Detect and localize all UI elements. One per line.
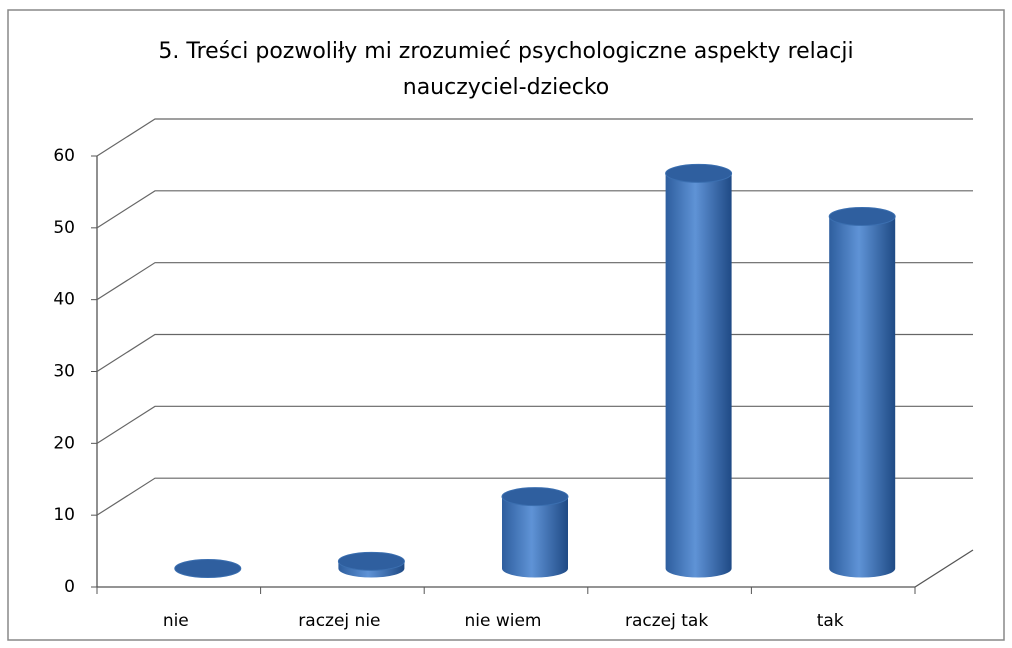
bar-top xyxy=(501,487,569,507)
y-tick-label: 30 xyxy=(53,362,75,382)
x-tick-label: raczej nie xyxy=(298,611,380,631)
y-tick-label: 20 xyxy=(53,433,75,453)
y-tick-label: 60 xyxy=(53,146,75,166)
chart-title: 5. Treści pozwoliły mi zrozumieć psychol… xyxy=(158,39,854,100)
bar-top xyxy=(665,163,733,183)
x-tick-label: nie xyxy=(163,611,189,631)
grid-line xyxy=(96,118,973,157)
frame xyxy=(7,9,1005,641)
y-tick-label: 10 xyxy=(53,505,75,525)
y-tick-label: 40 xyxy=(53,290,75,310)
bar-top xyxy=(828,207,896,227)
x-tick-label: raczej tak xyxy=(625,611,708,631)
y-tick-label: 50 xyxy=(53,218,75,238)
bar xyxy=(338,561,405,578)
bar xyxy=(502,496,568,578)
bar xyxy=(829,216,896,578)
x-tick-label: nie wiem xyxy=(464,611,541,631)
bar xyxy=(665,173,732,578)
bar-top xyxy=(174,559,242,578)
x-tick-label: tak xyxy=(817,611,844,631)
y-tick-label: 0 xyxy=(64,577,75,597)
bar-top xyxy=(337,551,405,571)
